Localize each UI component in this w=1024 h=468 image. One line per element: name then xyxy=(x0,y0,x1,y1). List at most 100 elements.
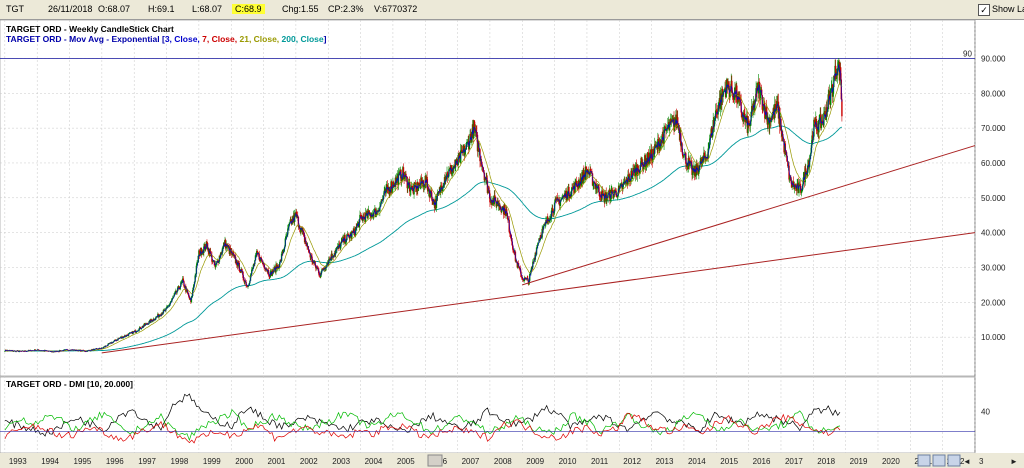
candle-body xyxy=(621,183,623,185)
candle-body xyxy=(277,265,279,267)
candle-body xyxy=(466,141,469,143)
candle-body xyxy=(315,265,317,269)
show-last-checkbox[interactable]: ✓ xyxy=(978,4,990,16)
zoom-out-button[interactable] xyxy=(917,454,931,467)
candle-body xyxy=(593,181,595,184)
x-tick-label-14: 2007 xyxy=(462,457,480,466)
candle-body xyxy=(178,286,180,289)
candle-body xyxy=(670,118,672,123)
candle-body xyxy=(725,87,727,98)
candle-body xyxy=(255,254,257,256)
x-axis-ticks: 1993 1994 1995 1996 1997 1998 1999 2000 2001 2002… xyxy=(9,457,984,466)
candle-body xyxy=(166,306,168,308)
dmi-title: TARGET ORD - DMI [10, 20.000] xyxy=(6,379,133,389)
candle-body xyxy=(758,82,760,84)
candle-body xyxy=(426,176,428,185)
candle-body xyxy=(790,181,793,188)
candle-body xyxy=(506,209,508,213)
chart-title: TARGET ORD - Weekly CandleStick Chart xyxy=(6,24,174,34)
candle-body xyxy=(688,158,690,161)
dmi-series-2 xyxy=(4,412,841,444)
volume-value: V:6770372 xyxy=(374,4,418,14)
candle-body xyxy=(604,195,606,203)
candle-body xyxy=(837,62,839,69)
candle-body xyxy=(523,279,525,281)
candle-body xyxy=(568,186,570,197)
candle-body xyxy=(339,243,342,249)
trendlines[interactable] xyxy=(101,145,976,354)
candle-body xyxy=(530,266,533,271)
candle-body xyxy=(392,181,395,187)
candle-body xyxy=(677,117,679,126)
candle-body xyxy=(180,282,183,283)
candle-body xyxy=(188,297,191,300)
x-tick-label-22: 2015 xyxy=(720,457,738,466)
candle-body xyxy=(832,87,834,97)
candle-body xyxy=(252,267,254,269)
candle-body xyxy=(381,200,383,202)
scroll-controls[interactable]: ◄ ► xyxy=(427,454,1018,467)
candle-body xyxy=(729,89,731,98)
candle-body xyxy=(533,258,535,263)
candle-body xyxy=(657,139,660,141)
scroll-thumb[interactable] xyxy=(427,454,443,467)
candle-body xyxy=(762,109,764,111)
candle-body xyxy=(318,274,321,276)
zoom-in-button[interactable] xyxy=(932,454,946,467)
candle-body xyxy=(376,210,379,212)
candle-body xyxy=(234,256,237,263)
candle-body xyxy=(619,183,622,186)
zoom-fit-button[interactable] xyxy=(947,454,961,467)
candle-body xyxy=(353,228,356,235)
candle-body xyxy=(645,164,647,168)
y-tick-label-1: 20.000 xyxy=(981,298,1006,307)
x-tick-label-18: 2011 xyxy=(591,457,609,466)
candle-body xyxy=(150,319,153,321)
x-tick-label-25: 2018 xyxy=(817,457,835,466)
candle-body xyxy=(762,104,765,110)
candle-body xyxy=(609,199,612,201)
x-tick-label-12: 2005 xyxy=(397,457,415,466)
x-axis-bar xyxy=(0,453,1024,468)
low-value: L:68.07 xyxy=(192,4,223,14)
candle-body xyxy=(211,261,214,263)
candle-body xyxy=(356,223,359,226)
y-tick-label-2: 30.000 xyxy=(981,263,1006,272)
candle-body xyxy=(407,187,409,189)
y-axis-ticks: 10.000 20.000 30.000 40.000 50.000 60.000 70.0… xyxy=(981,54,1006,342)
candle-body xyxy=(622,183,624,190)
candle-body xyxy=(75,350,77,352)
scroll-left-arrow-icon[interactable]: ◄ xyxy=(963,457,971,466)
candle-body xyxy=(204,244,206,250)
candle-body xyxy=(407,182,410,188)
candle-body xyxy=(787,161,789,167)
scroll-right-arrow-icon[interactable]: ► xyxy=(1010,457,1018,466)
candle-body xyxy=(661,134,663,142)
x-tick-label-30: 3 xyxy=(979,457,984,466)
candle-body xyxy=(636,165,639,176)
candle-body xyxy=(711,132,714,138)
candle-body xyxy=(222,246,224,248)
candle-body xyxy=(429,192,431,198)
candle-body xyxy=(206,241,208,244)
candle-body xyxy=(344,242,347,244)
dmi-series xyxy=(4,393,841,444)
candle-body xyxy=(124,335,127,337)
candle-body xyxy=(420,177,423,185)
candle-body xyxy=(585,166,588,170)
candle-body xyxy=(554,198,556,203)
ema-3-line xyxy=(4,64,843,353)
candle-body xyxy=(158,315,160,318)
candle-body xyxy=(800,190,803,194)
candle-body xyxy=(331,253,333,258)
candle-body xyxy=(338,243,341,245)
candle-body xyxy=(709,134,711,145)
candle-body xyxy=(747,120,750,126)
candle-body xyxy=(251,268,254,270)
candle-body xyxy=(335,249,338,250)
candle-body xyxy=(617,185,620,193)
indicator-title-suffix: ] xyxy=(324,34,327,44)
candle-body xyxy=(634,167,637,177)
candle-body xyxy=(792,181,795,186)
candle-body xyxy=(487,190,490,192)
